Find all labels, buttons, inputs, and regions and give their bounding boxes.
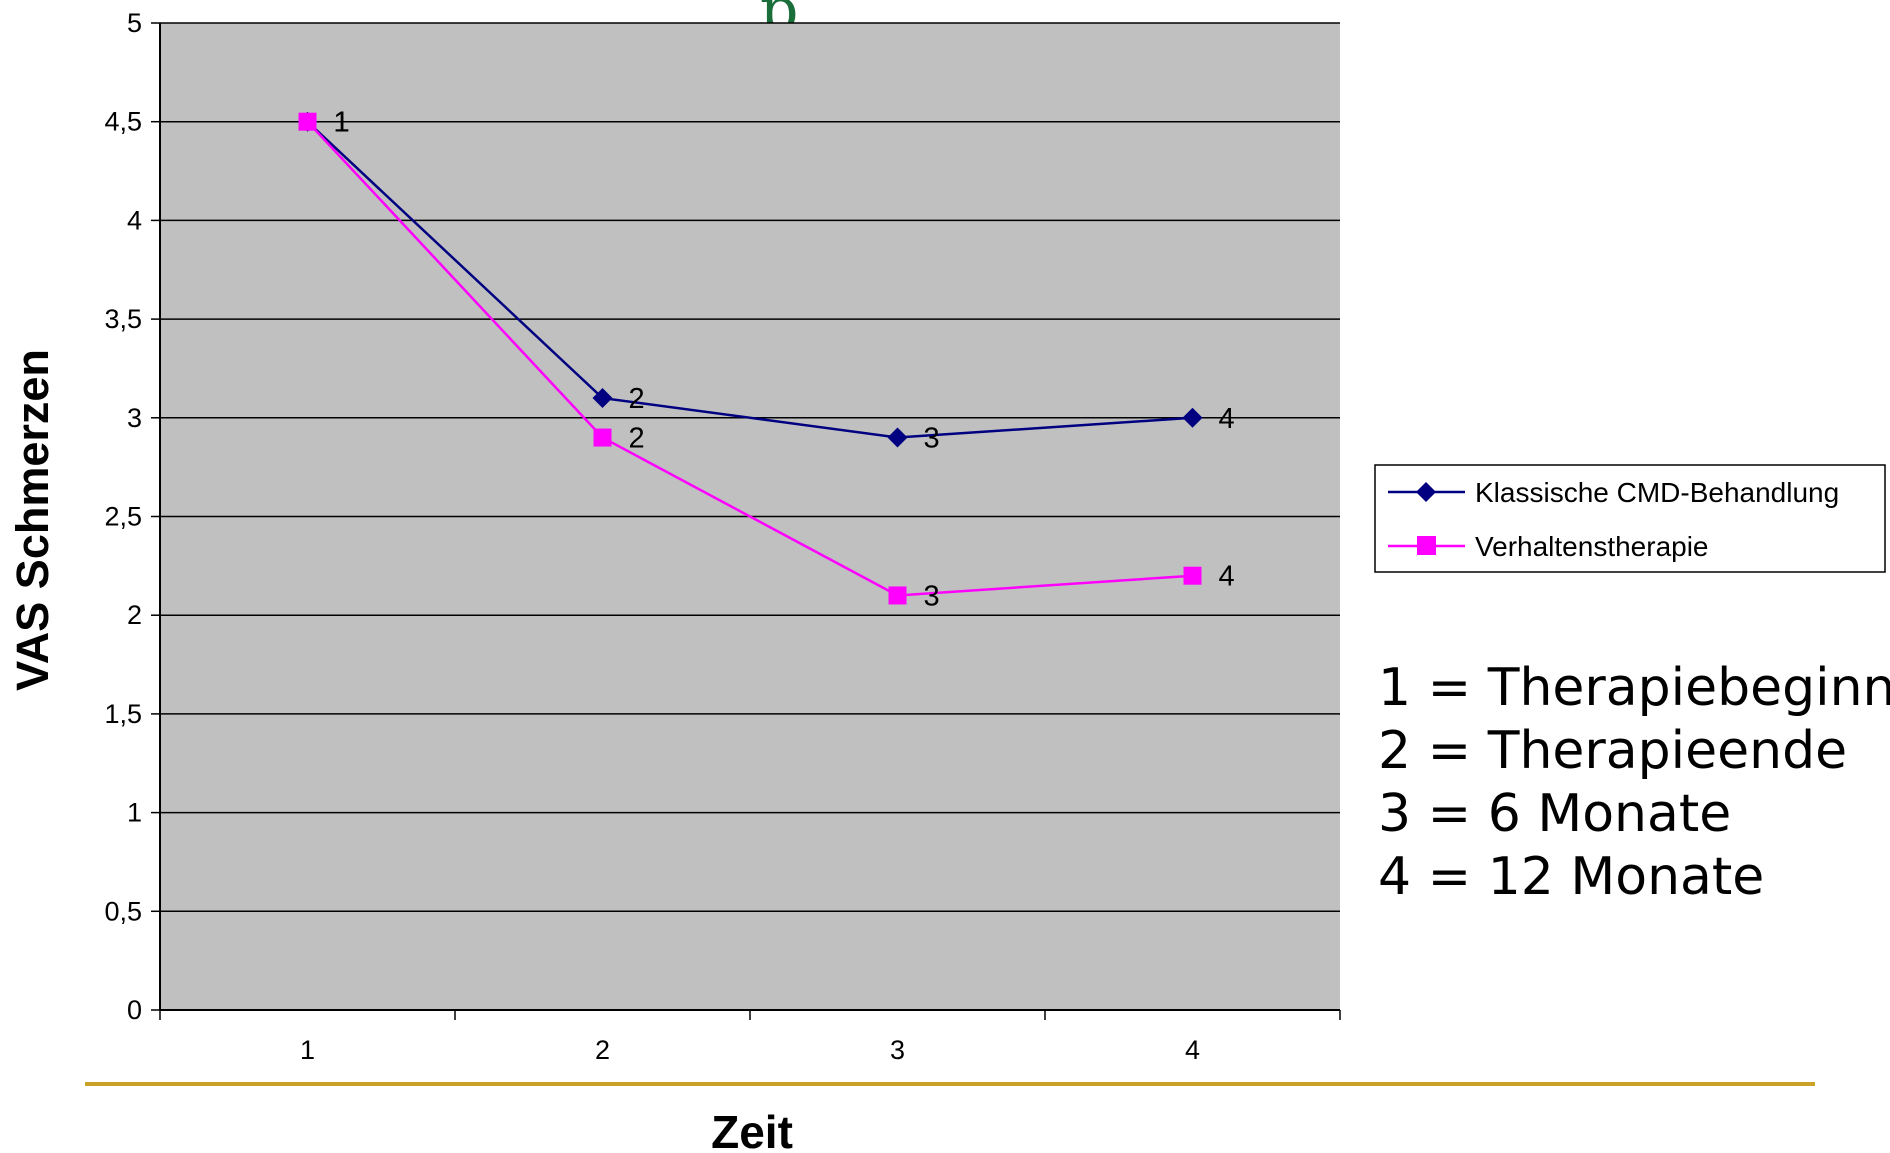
data-point bbox=[1183, 566, 1202, 585]
series-line bbox=[306, 120, 1193, 439]
y-tick-label: 2 bbox=[127, 600, 142, 630]
data-point bbox=[888, 586, 907, 605]
y-tick-label: 3,5 bbox=[104, 304, 142, 334]
point-label: 1 bbox=[334, 107, 350, 139]
point-label: 3 bbox=[924, 580, 940, 612]
data-point bbox=[593, 428, 612, 447]
point-label: 4 bbox=[1219, 403, 1235, 435]
key-line-4: 4 = 12 Monate bbox=[1378, 847, 1764, 907]
gridlines bbox=[160, 22, 1340, 913]
y-tick-label: 5 bbox=[127, 8, 142, 38]
data-point bbox=[887, 427, 908, 448]
y-axis-title: VAS Schmerzen bbox=[7, 349, 58, 691]
y-tick-label: 4,5 bbox=[104, 107, 142, 137]
data-point bbox=[592, 388, 613, 409]
legend: Klassische CMD-Behandlung Verhaltensther… bbox=[1374, 464, 1886, 573]
legend-item-series-2: Verhaltenstherapie bbox=[1388, 531, 1709, 562]
point-label: 2 bbox=[629, 383, 645, 415]
legend-label-series-2: Verhaltenstherapie bbox=[1475, 531, 1709, 562]
data-point bbox=[1182, 407, 1203, 428]
y-tick-label: 3 bbox=[127, 403, 142, 433]
y-tick-label: 1 bbox=[127, 798, 142, 828]
y-tick-label: 2,5 bbox=[104, 502, 142, 532]
series-2: 1 2 3 4 bbox=[298, 107, 1235, 612]
point-label: 1 bbox=[334, 107, 350, 139]
y-tick-label: 0 bbox=[127, 995, 142, 1025]
series-line bbox=[306, 120, 1193, 597]
x-axis-ticks: 1 2 3 4 bbox=[159, 1010, 1341, 1065]
y-tick-label: 0,5 bbox=[104, 896, 142, 926]
key-line-3: 3 = 6 Monate bbox=[1378, 784, 1731, 844]
x-tick-label: 3 bbox=[890, 1035, 905, 1065]
legend-diamond-marker bbox=[1416, 482, 1436, 502]
data-point bbox=[298, 112, 317, 131]
legend-square-marker bbox=[1417, 536, 1436, 555]
x-axis-title: Zeit bbox=[711, 1106, 793, 1153]
y-axis-ticks: 0 0,5 1 1,5 2 2,5 3 3,5 4 4,5 5 bbox=[104, 8, 160, 1025]
series-1: 1 2 3 4 bbox=[297, 107, 1235, 455]
point-label: 2 bbox=[629, 423, 645, 455]
x-tick-label: 2 bbox=[595, 1035, 610, 1065]
key-line-1: 1 = Therapiebeginn bbox=[1378, 658, 1890, 718]
key-line-2: 2 = Therapieende bbox=[1378, 721, 1847, 781]
x-tick-label: 1 bbox=[300, 1035, 315, 1065]
legend-label-series-1: Klassische CMD-Behandlung bbox=[1475, 477, 1839, 508]
point-label: 4 bbox=[1219, 561, 1235, 593]
legend-box bbox=[1374, 464, 1886, 573]
point-label: 3 bbox=[924, 423, 940, 455]
time-point-key: 1 = Therapiebeginn 2 = Therapieende 3 = … bbox=[1378, 658, 1890, 907]
x-tick-label: 4 bbox=[1185, 1035, 1200, 1065]
y-tick-label: 4 bbox=[127, 205, 142, 235]
y-tick-label: 1,5 bbox=[104, 699, 142, 729]
legend-item-series-1: Klassische CMD-Behandlung bbox=[1388, 477, 1839, 508]
